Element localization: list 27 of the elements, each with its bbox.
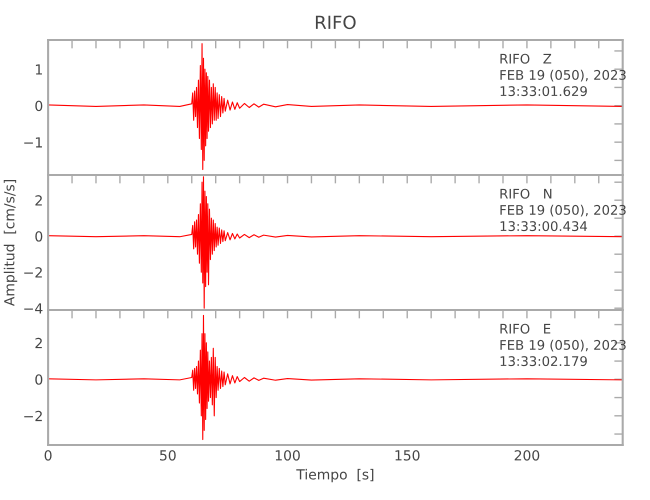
chart-title: RIFO [316, 15, 356, 30]
x-axis-title: Tiempo [s] [296, 468, 374, 482]
annotation: RIFO Z [500, 54, 552, 64]
y-tick-label: 2 [35, 195, 42, 206]
y-tick-label: −2 [24, 410, 42, 422]
y-tick-label: −4 [24, 303, 42, 314]
annotation: 13:33:02.179 [500, 356, 587, 366]
y-tick-label: 2 [35, 338, 42, 348]
y-tick-label: −1 [24, 137, 42, 148]
y-tick-label: 0 [35, 374, 42, 385]
y-axis-title: Amplitud [cm/s/s] [4, 180, 18, 306]
annotation: 13:33:01.629 [500, 86, 587, 96]
annotation: RIFO E [500, 324, 550, 334]
y-tick-label: 1 [36, 64, 42, 74]
x-tick-label: 150 [395, 450, 420, 461]
y-tick-label: 0 [35, 231, 42, 242]
annotation: FEB 19 (050), 2023 [500, 70, 626, 82]
x-tick-label: 0 [44, 450, 52, 461]
annotation: FEB 19 (050), 2023 [500, 340, 626, 352]
x-tick-label: 100 [276, 450, 300, 461]
x-tick-label: 200 [514, 450, 540, 461]
y-tick-label: −2 [24, 267, 42, 278]
annotation: 13:33:00.434 [500, 221, 588, 232]
x-tick-label: 50 [160, 450, 176, 461]
annotation: RIFO N [500, 188, 552, 199]
y-tick-label: 0 [35, 100, 42, 112]
annotation: FEB 19 (050), 2023 [500, 204, 626, 216]
